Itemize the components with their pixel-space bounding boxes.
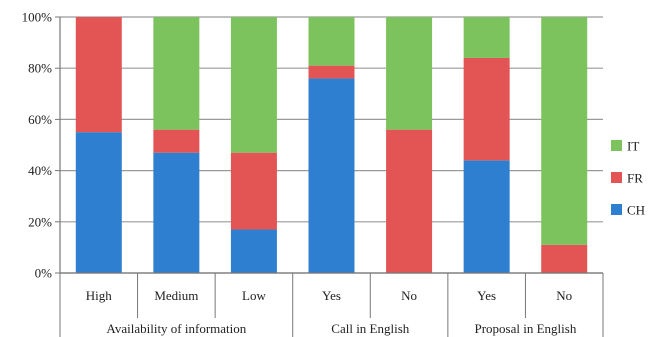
bars xyxy=(75,17,588,273)
legend-swatch-fr xyxy=(611,172,622,183)
bar-segment-it xyxy=(541,17,588,245)
x-category-label: Yes xyxy=(477,288,496,303)
bar-segment-fr xyxy=(153,129,200,153)
y-tick-label: 40% xyxy=(28,163,52,178)
y-tick-label: 100% xyxy=(22,10,53,25)
bar-segment-ch xyxy=(308,78,355,273)
bar-segment-it xyxy=(308,17,355,66)
axes xyxy=(55,16,604,337)
bar-segment-fr xyxy=(463,57,510,161)
x-axis-categories: High Medium Low Yes No Yes No Availability of i… xyxy=(86,288,577,336)
x-group-label: Call in English xyxy=(331,321,410,336)
y-tick-label: 80% xyxy=(28,61,52,76)
x-category-label: Medium xyxy=(154,288,198,303)
y-axis-ticks: 0% 20% 40% 60% 80% 100% xyxy=(22,10,53,281)
bar-segment-it xyxy=(386,17,433,130)
bar-segment-ch xyxy=(75,132,122,273)
y-tick-label: 20% xyxy=(28,214,52,229)
x-category-label: Yes xyxy=(322,288,341,303)
x-group-label: Availability of information xyxy=(106,321,246,336)
bar-segment-fr xyxy=(386,129,433,273)
bar-segment-ch xyxy=(230,229,277,273)
bar-segment-it xyxy=(463,17,510,58)
legend-label-ch: CH xyxy=(627,203,645,218)
bar-segment-ch xyxy=(153,152,200,273)
x-category-label: High xyxy=(86,288,113,303)
x-category-label: No xyxy=(401,288,417,303)
y-tick-label: 0% xyxy=(35,266,53,281)
y-tick-label: 60% xyxy=(28,112,52,127)
legend-label-fr: FR xyxy=(627,171,643,186)
bar-segment-fr xyxy=(541,244,588,273)
bar-segment-fr xyxy=(308,65,355,79)
bar-segment-fr xyxy=(75,17,122,133)
x-category-label: Low xyxy=(242,288,266,303)
legend: IT FR CH xyxy=(611,139,645,218)
bar-segment-it xyxy=(153,17,200,130)
bar-segment-fr xyxy=(230,152,277,230)
bar-segment-it xyxy=(230,17,277,153)
legend-swatch-ch xyxy=(611,204,622,215)
bar-segment-ch xyxy=(463,160,510,273)
legend-label-it: IT xyxy=(627,139,639,154)
x-group-label: Proposal in English xyxy=(475,321,577,336)
legend-swatch-it xyxy=(611,140,622,151)
x-category-label: No xyxy=(556,288,572,303)
